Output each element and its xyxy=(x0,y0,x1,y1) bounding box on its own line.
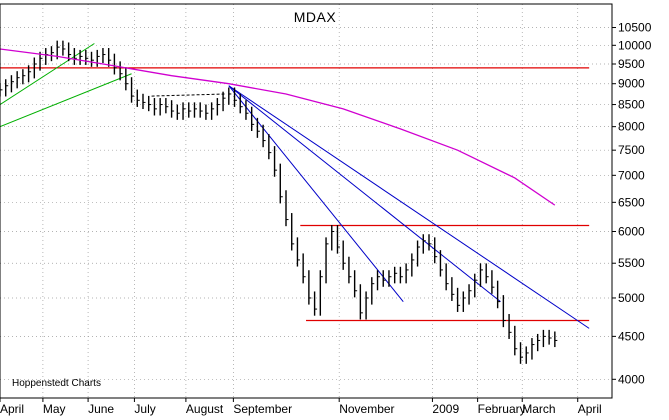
grid xyxy=(0,4,612,398)
x-tick-label: March xyxy=(522,402,555,416)
x-tick-label: February xyxy=(478,402,526,416)
x-tick-label: April xyxy=(578,402,602,416)
y-tick-label: 8000 xyxy=(618,120,645,134)
trend-line xyxy=(228,85,501,303)
x-tick-label: November xyxy=(339,402,394,416)
x-tick-label: August xyxy=(186,402,224,416)
axes: 10500 10000 9500 9000 8500 8000 7500 7000 6500 60… xyxy=(0,3,652,416)
y-tick-label: 9500 xyxy=(618,57,645,71)
x-tick-label: September xyxy=(233,402,292,416)
x-tick-label: 2009 xyxy=(432,402,459,416)
x-tick-label: June xyxy=(88,402,114,416)
y-tick-label: 7500 xyxy=(618,143,645,157)
trend-line xyxy=(228,85,404,302)
trend-line xyxy=(0,73,132,128)
y-tick-label: 4500 xyxy=(618,329,645,343)
dashed-trend-line xyxy=(151,93,226,97)
x-tick-label: May xyxy=(43,402,66,416)
y-tick-label: 5500 xyxy=(618,256,645,270)
y-tick-label: 7000 xyxy=(618,168,645,182)
y-tick-label: 10000 xyxy=(618,38,652,52)
chart-title: MDAX xyxy=(294,9,337,25)
chart-credit: Hoppenstedt Charts xyxy=(12,378,101,389)
reference-lines xyxy=(0,43,590,329)
x-tick-label: April xyxy=(0,402,24,416)
y-tick-label: 5000 xyxy=(618,291,645,305)
x-tick-label: July xyxy=(134,402,155,416)
y-tick-label: 4000 xyxy=(618,372,645,386)
y-tick-label: 6500 xyxy=(618,195,645,209)
y-tick-label: 8500 xyxy=(618,98,645,112)
trend-line xyxy=(0,43,95,105)
y-tick-label: 6000 xyxy=(618,225,645,239)
trend-line xyxy=(228,85,590,329)
series xyxy=(0,40,558,364)
y-tick-label: 9000 xyxy=(618,77,645,91)
moving-average-line xyxy=(0,48,556,206)
y-tick-label: 10500 xyxy=(618,21,652,35)
